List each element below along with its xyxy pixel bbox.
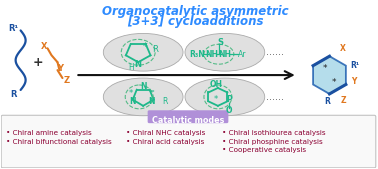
Text: Z: Z xyxy=(341,96,347,105)
Text: *: * xyxy=(214,95,218,104)
Text: • Chiral bifunctional catalysis: • Chiral bifunctional catalysis xyxy=(6,139,112,144)
Text: =: = xyxy=(148,88,154,94)
Text: *: * xyxy=(332,78,337,87)
Text: R¹: R¹ xyxy=(350,61,359,70)
Text: N: N xyxy=(135,60,142,69)
Text: R: R xyxy=(325,97,330,106)
Text: P: P xyxy=(226,95,232,104)
Text: [3+3] cycloadditions: [3+3] cycloadditions xyxy=(127,15,263,28)
Text: X: X xyxy=(41,42,48,51)
Ellipse shape xyxy=(185,78,265,116)
Text: Organocatalytic asymmetric: Organocatalytic asymmetric xyxy=(102,5,288,18)
Text: • Chiral isothiourea catalysis: • Chiral isothiourea catalysis xyxy=(222,130,325,136)
Text: • Chiral acid catalysis: • Chiral acid catalysis xyxy=(126,139,204,144)
Text: *: * xyxy=(143,42,147,52)
Text: R₃N: R₃N xyxy=(189,50,205,59)
Text: R: R xyxy=(11,90,17,99)
Text: R: R xyxy=(152,45,158,54)
Text: Y: Y xyxy=(57,64,64,73)
Text: • Cooperative catalysis: • Cooperative catalysis xyxy=(222,148,306,153)
Text: N: N xyxy=(140,82,146,91)
Text: ......: ...... xyxy=(266,47,284,57)
Text: R: R xyxy=(163,97,168,106)
FancyBboxPatch shape xyxy=(1,115,376,168)
Text: Z: Z xyxy=(64,76,70,84)
Text: Ar: Ar xyxy=(237,50,246,59)
FancyArrowPatch shape xyxy=(78,71,293,79)
Text: H: H xyxy=(129,63,134,72)
Text: O: O xyxy=(226,106,232,115)
FancyBboxPatch shape xyxy=(148,110,228,123)
Text: X: X xyxy=(340,44,346,53)
Text: OH: OH xyxy=(209,80,222,90)
Ellipse shape xyxy=(185,33,265,71)
Text: ......: ...... xyxy=(266,92,284,102)
Text: R¹: R¹ xyxy=(9,24,19,33)
Text: • Chiral NHC catalysis: • Chiral NHC catalysis xyxy=(126,130,206,136)
Text: NH: NH xyxy=(205,50,218,59)
Text: N: N xyxy=(148,97,154,106)
Text: NH: NH xyxy=(218,50,231,59)
Ellipse shape xyxy=(103,78,183,116)
Text: S: S xyxy=(217,38,223,47)
Text: *: * xyxy=(322,64,327,73)
Text: Y: Y xyxy=(352,77,357,86)
Text: Catalytic modes: Catalytic modes xyxy=(152,116,224,125)
Polygon shape xyxy=(313,56,346,94)
Text: • Chiral phosphine catalysis: • Chiral phosphine catalysis xyxy=(222,139,323,144)
Text: • Chiral amine catalysis: • Chiral amine catalysis xyxy=(6,130,91,136)
Text: *: * xyxy=(129,89,133,98)
Ellipse shape xyxy=(103,33,183,71)
Text: N: N xyxy=(129,97,135,106)
Text: +: + xyxy=(32,56,43,69)
